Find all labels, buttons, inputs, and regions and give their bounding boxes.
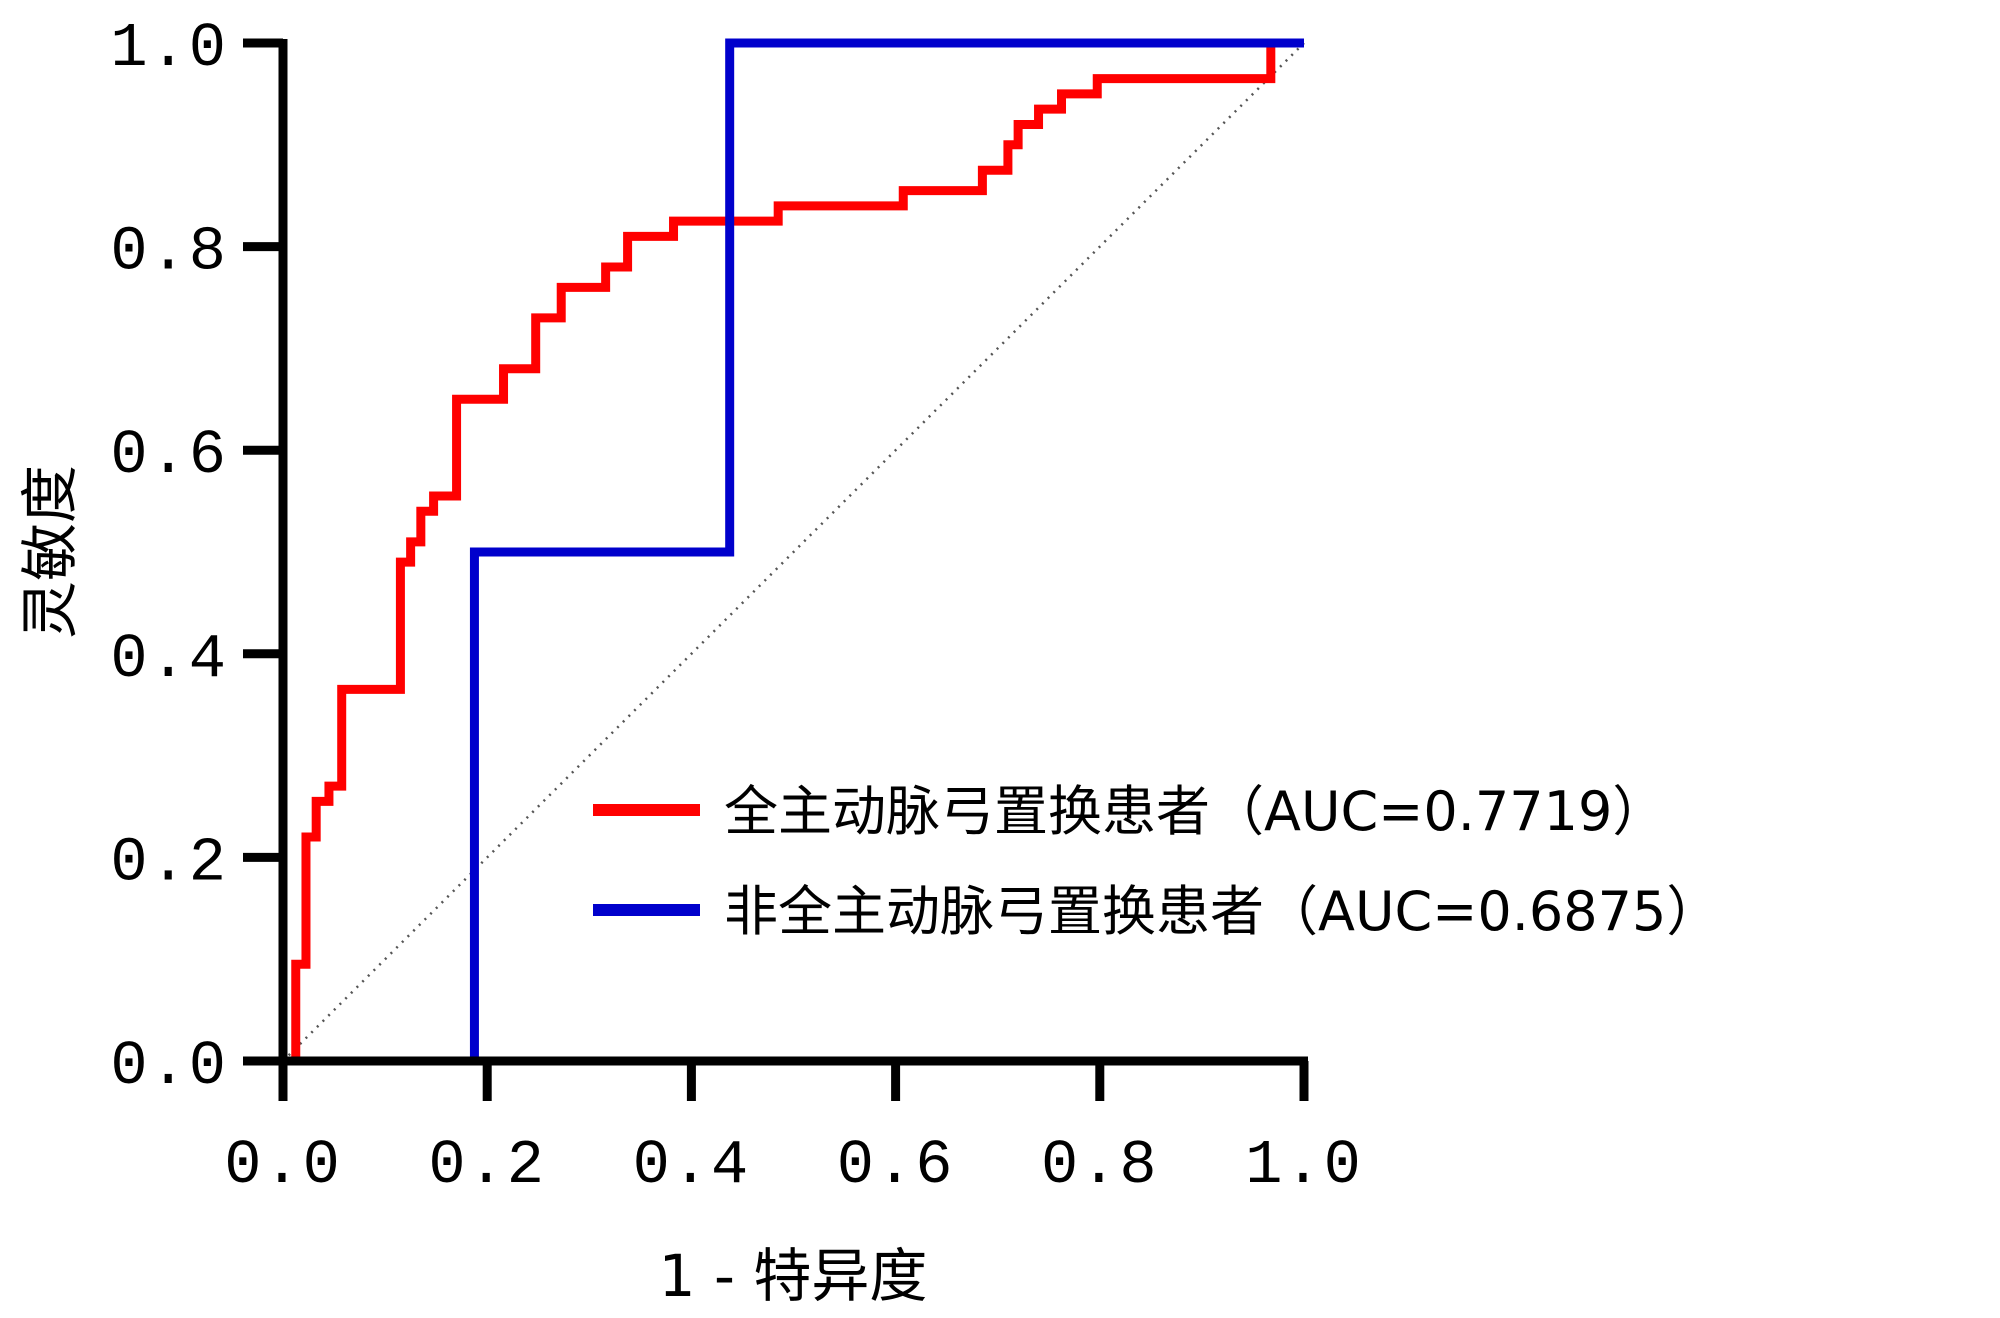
x-tick-label: 1.0 [1245,1130,1363,1201]
y-axis-label: 灵敏度 [16,465,84,639]
axes: 0.0 0.2 0.4 0.6 0.8 1.0 0.0 0.2 0.4 0.6 0.8 1.0 [110,13,1363,1201]
x-axis-label: 1 - 特异度 [659,1242,928,1310]
legend-label-0: 全主动脉弓置换患者（AUC=0.7719） [724,780,1666,843]
x-tick-label: 0.4 [633,1130,751,1201]
y-tick-label: 0.4 [110,624,228,695]
y-tick-label: 0.8 [110,217,228,288]
y-tick-label: 1.0 [110,13,228,84]
x-tick-label: 0.0 [224,1130,342,1201]
x-tick-label: 0.2 [428,1130,546,1201]
x-tick-label: 0.8 [1041,1130,1159,1201]
y-tick-label: 0.0 [110,1031,228,1102]
y-tick-label: 0.6 [110,420,228,491]
reference-diagonal [282,42,1305,1062]
x-tick-label: 0.6 [837,1130,955,1201]
series-line-0 [283,38,1304,1066]
legend: 全主动脉弓置换患者（AUC=0.7719） 非全主动脉弓置换患者（AUC=0.6… [593,780,1720,943]
legend-label-1: 非全主动脉弓置换患者（AUC=0.6875） [724,880,1720,943]
y-tick-label: 0.2 [110,827,228,898]
